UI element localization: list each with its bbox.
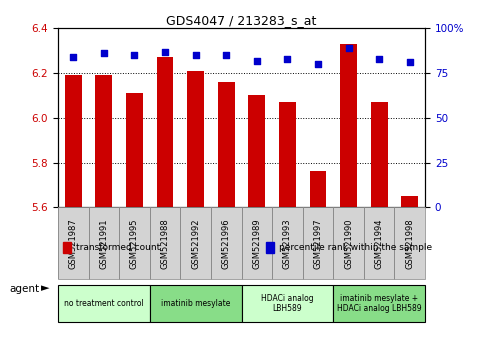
Bar — [187, 71, 204, 207]
Text: GSM521987: GSM521987 — [69, 218, 78, 269]
Text: GSM521998: GSM521998 — [405, 218, 414, 269]
Point — [70, 54, 77, 60]
Bar — [395, 207, 425, 279]
Text: GSM521996: GSM521996 — [222, 218, 231, 269]
Text: GSM521990: GSM521990 — [344, 218, 353, 269]
Bar — [96, 75, 112, 207]
Bar — [88, 207, 119, 279]
Text: ►: ► — [41, 284, 50, 293]
Text: GSM521988: GSM521988 — [160, 218, 170, 269]
Bar — [119, 207, 150, 279]
Text: percentile rank within the sample: percentile rank within the sample — [279, 243, 432, 252]
Point — [314, 61, 322, 67]
Bar — [58, 285, 150, 322]
Bar — [248, 96, 265, 207]
Bar — [150, 207, 180, 279]
Bar — [333, 207, 364, 279]
Bar — [156, 57, 173, 207]
Bar — [279, 102, 296, 207]
Point — [253, 58, 261, 63]
Point — [375, 56, 383, 62]
Point — [406, 59, 413, 65]
Bar — [126, 93, 143, 207]
Text: agent: agent — [10, 284, 40, 293]
Point — [192, 52, 199, 58]
Point — [284, 56, 291, 62]
Text: GSM521992: GSM521992 — [191, 218, 200, 269]
Text: GSM521997: GSM521997 — [313, 218, 323, 269]
Bar — [218, 82, 235, 207]
Bar — [242, 207, 272, 279]
Point — [345, 45, 353, 51]
Point — [222, 52, 230, 58]
Text: imatinib mesylate: imatinib mesylate — [161, 299, 230, 308]
Bar — [310, 171, 327, 207]
Bar — [180, 207, 211, 279]
Bar — [242, 285, 333, 322]
Bar — [340, 44, 357, 207]
Title: GDS4047 / 213283_s_at: GDS4047 / 213283_s_at — [166, 14, 317, 27]
Text: GSM521991: GSM521991 — [99, 218, 108, 269]
Bar — [364, 207, 395, 279]
Bar — [401, 196, 418, 207]
Text: GSM521993: GSM521993 — [283, 218, 292, 269]
Text: GSM521989: GSM521989 — [252, 218, 261, 269]
Bar — [65, 75, 82, 207]
Text: HDACi analog
LBH589: HDACi analog LBH589 — [261, 293, 313, 313]
Text: no treatment control: no treatment control — [64, 299, 144, 308]
Bar — [303, 207, 333, 279]
Bar — [150, 285, 242, 322]
Bar — [371, 102, 387, 207]
Text: imatinib mesylate +
HDACi analog LBH589: imatinib mesylate + HDACi analog LBH589 — [337, 293, 422, 313]
Bar — [333, 285, 425, 322]
Text: transformed count: transformed count — [76, 243, 160, 252]
Bar — [58, 207, 88, 279]
Point — [130, 52, 138, 58]
Bar — [272, 207, 303, 279]
Point — [100, 51, 108, 56]
Text: GSM521994: GSM521994 — [375, 218, 384, 269]
Bar — [211, 207, 242, 279]
Point — [161, 49, 169, 55]
Text: GSM521995: GSM521995 — [130, 218, 139, 269]
